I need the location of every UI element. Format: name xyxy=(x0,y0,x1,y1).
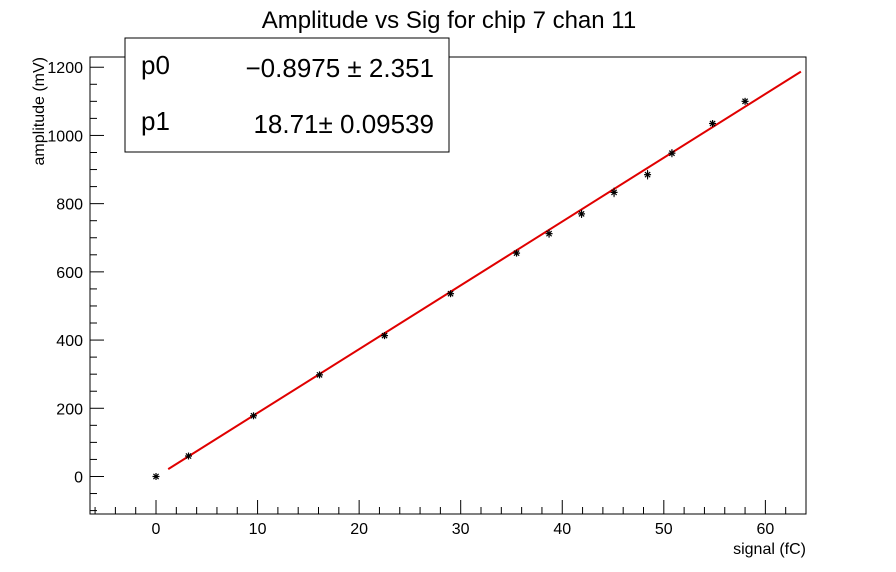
star-stroke xyxy=(316,371,323,378)
star-stroke xyxy=(742,98,749,105)
x-axis-title: signal (fC) xyxy=(733,541,806,558)
x-tick-label: 0 xyxy=(152,521,161,538)
y-axis: 0 200 400 600 800 1000 1200 xyxy=(47,60,104,512)
data-point xyxy=(668,149,676,158)
stats-p1-name: p1 xyxy=(141,106,170,136)
y-tick-label: 800 xyxy=(56,197,83,214)
star-stroke xyxy=(152,473,160,480)
chart-title: Amplitude vs Sig for chip 7 chan 11 xyxy=(262,7,636,34)
y-tick-label: 1000 xyxy=(47,128,83,145)
data-points xyxy=(152,97,749,480)
star-stroke xyxy=(447,290,454,297)
data-point xyxy=(152,472,160,480)
star-stroke xyxy=(546,230,553,237)
data-point xyxy=(447,290,455,298)
star-stroke xyxy=(381,332,388,339)
stats-p0-value: −0.8975 ± 2.351 xyxy=(246,53,435,83)
x-tick-label: 60 xyxy=(756,521,774,538)
y-axis-title: amplitude (mV) xyxy=(31,57,48,165)
data-point xyxy=(578,209,586,218)
x-axis: 0 10 20 30 40 50 60 xyxy=(94,500,807,538)
star-stroke xyxy=(611,189,618,196)
stats-p0-name: p0 xyxy=(141,50,170,80)
y-tick-label: 0 xyxy=(74,469,83,486)
star-stroke xyxy=(668,150,675,157)
data-point xyxy=(185,452,193,460)
x-tick-label: 40 xyxy=(553,521,571,538)
star-stroke xyxy=(644,171,651,178)
star-stroke xyxy=(709,120,716,127)
data-point xyxy=(644,169,652,180)
stats-p1-value: 18.71± 0.09539 xyxy=(253,109,434,139)
x-tick-label: 20 xyxy=(350,521,368,538)
stats-box: p0 −0.8975 ± 2.351 p1 18.71± 0.09539 xyxy=(124,37,450,153)
y-tick-label: 600 xyxy=(56,265,83,282)
data-point xyxy=(316,371,324,379)
star-stroke xyxy=(578,210,585,217)
star-stroke xyxy=(185,452,192,460)
y-tick-label: 1200 xyxy=(47,60,83,77)
star-stroke xyxy=(513,250,520,257)
stats-box-frame xyxy=(124,37,450,153)
x-tick-label: 50 xyxy=(655,521,673,538)
fit-layer xyxy=(167,70,802,470)
data-point xyxy=(709,120,717,128)
star-stroke xyxy=(250,412,257,419)
fit-line xyxy=(167,70,802,470)
y-tick-label: 400 xyxy=(56,333,83,350)
data-point xyxy=(545,229,553,238)
data-point xyxy=(610,187,618,198)
x-tick-label: 30 xyxy=(452,521,470,538)
data-point xyxy=(741,97,749,105)
x-tick-label: 10 xyxy=(249,521,267,538)
data-point xyxy=(381,332,389,340)
data-point xyxy=(513,249,521,257)
data-point xyxy=(250,412,258,420)
y-tick-label: 200 xyxy=(56,401,83,418)
